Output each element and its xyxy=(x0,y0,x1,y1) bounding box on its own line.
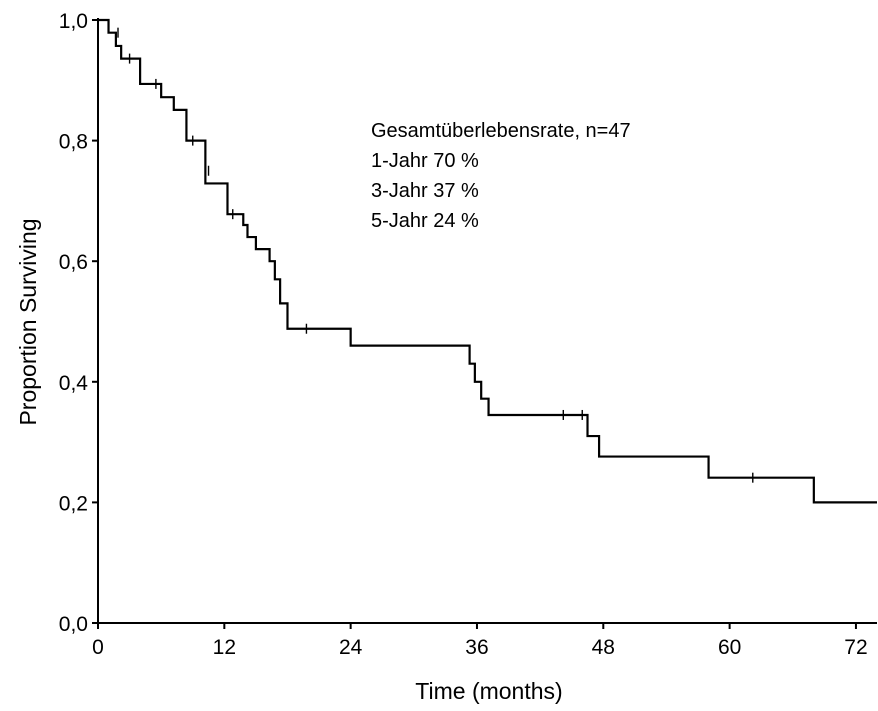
tick-labels: 0,0 0,2 0,4 0,6 0,8 1,0 0 12 24 36 48 60 72 xyxy=(59,10,868,659)
y-tick-label: 0,6 xyxy=(59,251,88,274)
x-tick-label: 36 xyxy=(465,636,488,659)
annotation-block: Gesamtüberlebensrate, n=47 1-Jahr 70 % 3-J… xyxy=(371,120,631,232)
annotation-line: 1-Jahr 70 % xyxy=(371,150,479,172)
x-tick-label: 60 xyxy=(718,636,741,659)
annotation-line: Gesamtüberlebensrate, n=47 xyxy=(371,120,631,142)
y-tick-label: 0,8 xyxy=(59,131,88,154)
x-tick-label: 72 xyxy=(844,636,867,659)
y-axis-title: Proportion Surviving xyxy=(15,218,41,425)
x-tick-label: 24 xyxy=(339,636,363,659)
y-tick-label: 1,0 xyxy=(59,10,88,33)
annotation-line: 5-Jahr 24 % xyxy=(371,210,479,232)
y-tick-label: 0,0 xyxy=(59,613,88,636)
annotation-line: 3-Jahr 37 % xyxy=(371,180,479,202)
x-tick-label: 48 xyxy=(592,636,615,659)
x-axis-title: Time (months) xyxy=(415,678,562,704)
x-tick-label: 12 xyxy=(213,636,236,659)
x-tick-label: 0 xyxy=(92,636,104,659)
tick-marks xyxy=(92,19,857,629)
axes xyxy=(97,18,877,624)
survival-curve xyxy=(98,18,877,504)
censor-marks xyxy=(117,27,754,483)
y-tick-label: 0,4 xyxy=(59,372,89,395)
y-tick-label: 0,2 xyxy=(59,492,88,515)
survival-curve-group xyxy=(98,18,877,504)
